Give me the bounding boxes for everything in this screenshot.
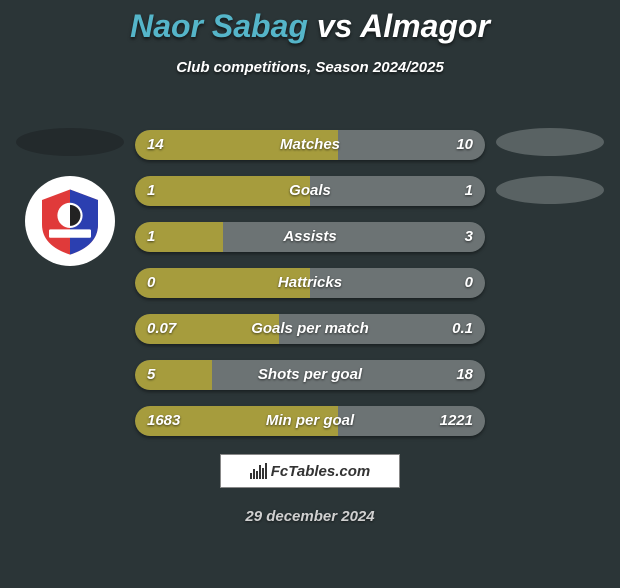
stat-label: Min per goal bbox=[135, 406, 485, 436]
vs-text: vs bbox=[317, 8, 353, 44]
club-badge-icon bbox=[35, 186, 105, 256]
stat-row: 00Hattricks bbox=[135, 268, 485, 298]
stats-container: 1410Matches 11Goals 13Assists 00Hattricks 0.… bbox=[135, 130, 485, 452]
stat-label: Goals bbox=[135, 176, 485, 206]
left-column bbox=[10, 128, 130, 266]
site-label: FcTables.com bbox=[271, 463, 370, 480]
stat-label: Shots per goal bbox=[135, 360, 485, 390]
stat-label: Goals per match bbox=[135, 314, 485, 344]
player2-ellipse-2 bbox=[496, 176, 604, 204]
stat-label: Matches bbox=[135, 130, 485, 160]
site-logo[interactable]: FcTables.com bbox=[220, 454, 400, 488]
stat-row: 1410Matches bbox=[135, 130, 485, 160]
player1-name: Naor Sabag bbox=[130, 8, 308, 44]
stat-row: 0.070.1Goals per match bbox=[135, 314, 485, 344]
stat-row: 16831221Min per goal bbox=[135, 406, 485, 436]
player1-ellipse bbox=[16, 128, 124, 156]
right-column bbox=[490, 128, 610, 224]
comparison-title: Naor Sabag vs Almagor bbox=[0, 8, 620, 45]
bars-icon bbox=[250, 463, 267, 479]
stat-label: Assists bbox=[135, 222, 485, 252]
subtitle: Club competitions, Season 2024/2025 bbox=[0, 59, 620, 76]
player2-name: Almagor bbox=[360, 8, 490, 44]
stat-label: Hattricks bbox=[135, 268, 485, 298]
player2-ellipse-1 bbox=[496, 128, 604, 156]
stat-row: 11Goals bbox=[135, 176, 485, 206]
date-text: 29 december 2024 bbox=[0, 508, 620, 525]
player1-club-badge bbox=[25, 176, 115, 266]
stat-row: 13Assists bbox=[135, 222, 485, 252]
stat-row: 518Shots per goal bbox=[135, 360, 485, 390]
